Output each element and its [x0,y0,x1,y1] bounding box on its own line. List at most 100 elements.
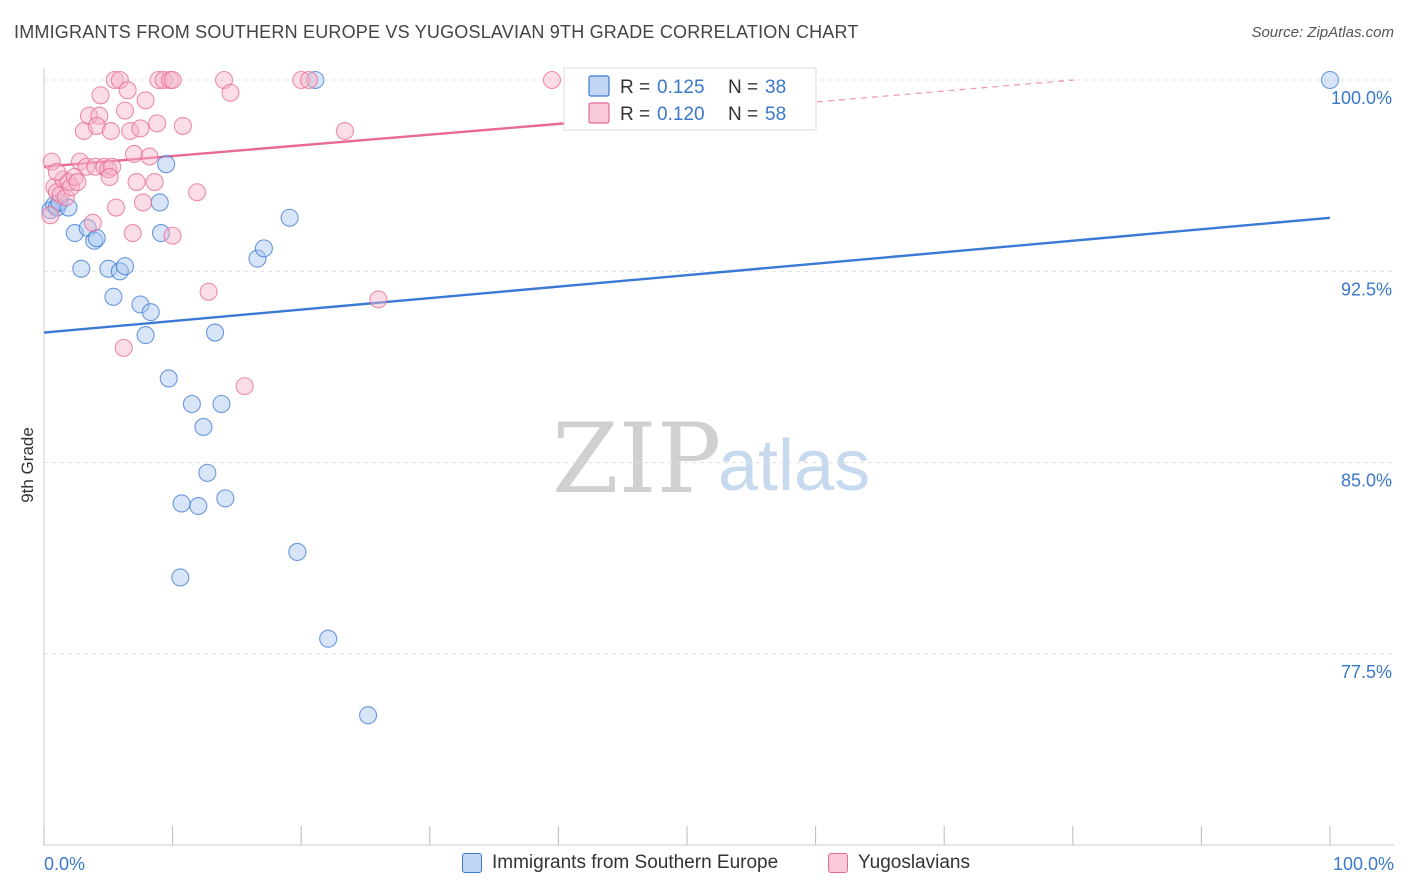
y-tick-label: 77.5% [1341,662,1392,682]
point-yugoslavian [221,83,240,102]
axes: 100.0% 92.5% 85.0% 77.5% 0.0% 100.0% [43,68,1394,874]
point-southern-europe [72,259,91,278]
legend-n-value-blue: 38 [765,77,786,98]
point-yugoslavian [235,377,254,396]
trend-line-yugoslavian-extension [564,79,1075,124]
point-yugoslavian [124,144,144,164]
point-yugoslavian [335,121,354,141]
legend-n-value-pink: 58 [765,104,786,125]
point-yugoslavian [79,106,99,125]
trend-line-yugoslavian [43,122,565,168]
y-tick-label: 92.5% [1341,279,1392,299]
point-southern-europe [359,706,378,725]
source-label: Source: ZipAtlas.com [1251,24,1394,41]
gridlines [44,79,1394,655]
legend-label-yugoslavians: Yugoslavians [858,852,970,873]
legend-swatch-blue [588,75,610,97]
point-southern-europe [171,568,190,587]
point-yugoslavian [542,70,562,90]
point-yugoslavian [83,213,102,232]
legend-n-label-pink: N = [728,104,758,125]
legend-item-southern-europe[interactable]: Immigrants from Southern Europe [462,852,778,874]
point-yugoslavian [140,147,159,166]
point-yugoslavian [90,106,109,125]
point-southern-europe [136,326,155,345]
point-southern-europe [157,155,176,174]
point-yugoslavian [163,226,182,245]
point-yugoslavian [54,170,73,189]
legend-r-value-pink: 0.120 [657,104,705,125]
series-legend: Immigrants from Southern Europe Yugoslav… [0,850,1406,880]
stats-legend: R = 0.125 N = 38 R = 0.120 N = 58 [563,67,817,131]
watermark-atlas: atlas [718,426,870,506]
data-points [41,70,1340,725]
chart-title: IMMIGRANTS FROM SOUTHERN EUROPE VS YUGOS… [14,22,859,42]
point-southern-europe [150,193,169,212]
point-southern-europe [131,295,150,314]
point-yugoslavian [41,206,60,225]
point-yugoslavian [187,183,207,202]
point-yugoslavian [87,116,106,135]
point-yugoslavian [47,162,66,181]
point-southern-europe [110,262,129,281]
point-yugoslavian [114,338,133,357]
point-yugoslavian [133,193,153,212]
point-southern-europe [1320,70,1340,90]
point-yugoslavian [115,101,135,120]
point-southern-europe [216,489,235,508]
trend-line-southern-europe [43,216,1331,334]
point-southern-europe [151,224,171,243]
point-yugoslavian [118,81,137,100]
x-tick-label-left: 0.0% [44,854,85,874]
point-southern-europe [319,629,338,648]
point-yugoslavian [299,70,318,90]
point-yugoslavian [199,282,218,301]
point-yugoslavian [56,188,75,207]
point-southern-europe [306,70,325,90]
point-southern-europe [205,323,225,342]
point-southern-europe [159,369,178,388]
legend-label-southern-europe: Immigrants from Southern Europe [492,852,779,873]
legend-r-value-blue: 0.125 [657,77,705,98]
point-southern-europe [189,496,208,516]
legend-r-label-pink: R = [620,104,650,125]
point-southern-europe [172,494,191,513]
point-southern-europe [141,303,160,322]
legend-swatch-southern-europe [462,853,482,873]
point-yugoslavian [121,121,140,141]
y-tick-label: 85.0% [1341,471,1392,491]
legend-item-yugoslavians[interactable]: Yugoslavians [828,852,970,874]
point-yugoslavian [127,172,146,192]
point-yugoslavian [100,167,119,186]
point-yugoslavian [163,70,182,90]
point-southern-europe [288,542,307,562]
y-tick-label: 100.0% [1331,88,1392,108]
legend-swatch-yugoslavians [828,853,848,873]
point-southern-europe [212,394,231,414]
point-southern-europe [198,463,217,482]
point-southern-europe [280,208,299,227]
point-southern-europe [194,417,213,437]
point-southern-europe [254,239,273,258]
legend-r-label-blue: R = [620,77,650,98]
point-yugoslavian [123,224,142,243]
trend-lines [43,79,1331,334]
point-yugoslavian [103,157,122,176]
point-yugoslavian [131,119,150,138]
point-yugoslavian [101,121,120,141]
point-southern-europe [248,249,267,268]
point-yugoslavian [106,198,126,217]
watermark-zip: ZIP [552,403,721,515]
point-yugoslavian [110,70,129,90]
point-yugoslavian [136,91,155,110]
x-tick-label-right: 100.0% [1333,854,1394,874]
point-southern-europe [104,287,123,306]
point-yugoslavian [68,172,87,192]
point-yugoslavian [148,114,167,133]
legend-n-label-blue: N = [728,77,758,98]
point-yugoslavian [369,290,388,309]
point-yugoslavian [292,70,311,90]
point-southern-europe [85,231,104,250]
y-axis-label: 9th Grade [18,427,37,503]
